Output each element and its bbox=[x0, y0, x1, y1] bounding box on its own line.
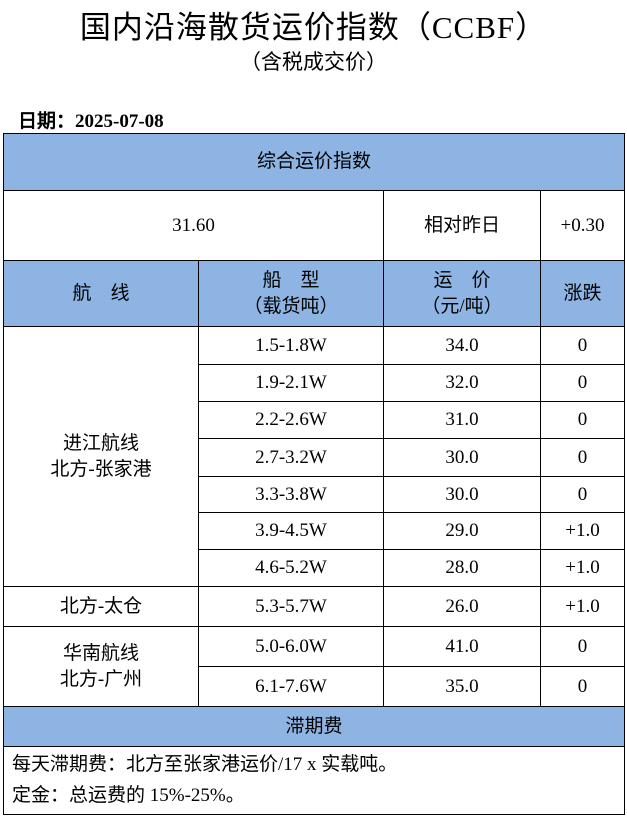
column-header: 船 型 （载货吨） bbox=[198, 260, 384, 327]
rate: 29.0 bbox=[383, 512, 541, 550]
rate: 28.0 bbox=[383, 549, 541, 587]
ship-size: 6.1-7.6W bbox=[198, 666, 384, 707]
cell-line: 运 价 bbox=[433, 269, 491, 291]
data-row: 2.7-3.2W 30.0 0 bbox=[4, 438, 626, 477]
route-cell: 北方-太仓 bbox=[3, 586, 199, 627]
route-cell: 进江航线北方-张家港 bbox=[3, 326, 199, 587]
index-change: +0.30 bbox=[539, 190, 626, 261]
rate-table: 综合运价指数 31.60 相对昨日 +0.30 航 线 船 型 （载货吨） 运 价 （元… bbox=[2, 133, 626, 815]
column-header-row: 航 线 船 型 （载货吨） 运 价 （元/吨） 涨跌 bbox=[3, 260, 626, 327]
cell-line: 每天滞期费：北方至张家港运价/17 x 实载吨。 bbox=[12, 754, 398, 776]
data-row: 1.9-2.1W 32.0 0 bbox=[4, 364, 626, 402]
ship-size: 3.3-3.8W bbox=[198, 476, 384, 513]
rate: 30.0 bbox=[383, 438, 541, 477]
change: 0 bbox=[539, 476, 626, 513]
compare-label: 相对昨日 bbox=[383, 190, 541, 261]
cell-line: 航 线 bbox=[72, 282, 130, 304]
rate: 34.0 bbox=[383, 326, 541, 365]
date: 日期：2025-07-08 bbox=[18, 111, 164, 132]
data-row: 3.9-4.5W 29.0 +1.0 bbox=[4, 512, 626, 550]
change: 0 bbox=[539, 626, 626, 667]
ship-size: 1.9-2.1W bbox=[198, 364, 384, 402]
cell-line: （元/吨） bbox=[421, 295, 503, 317]
data-row: 6.1-7.6W 35.0 0 bbox=[4, 666, 626, 707]
change: +1.0 bbox=[539, 512, 626, 550]
change: 0 bbox=[539, 326, 626, 365]
rate: 30.0 bbox=[383, 476, 541, 513]
notes-row: 每天滞期费：北方至张家港运价/17 x 实载吨。 定金：总运费的 15%-25%。 bbox=[2, 746, 626, 815]
table-body: 综合运价指数 31.60 相对昨日 +0.30 航 线 船 型 （载货吨） 运 价 （元… bbox=[2, 133, 626, 815]
data-row: 进江航线 北方-张家港 1.5-1.8W 34.0 0 bbox=[3, 326, 626, 587]
ship-size: 2.7-3.2W bbox=[198, 438, 384, 477]
data-row: 北方-太仓 5.3-5.7W 26.0 +1.0 bbox=[3, 586, 626, 627]
column-header: 涨跌 bbox=[539, 260, 626, 327]
cell-line: 船 型 bbox=[262, 269, 320, 291]
ship-size: 3.9-4.5W bbox=[198, 512, 384, 550]
cell-line: 涨跌 bbox=[563, 282, 602, 304]
cell-line: 北方-张家港 bbox=[50, 458, 152, 480]
data-row: 华南航线 北方-广州 5.0-6.0W 41.0 0 bbox=[3, 626, 626, 707]
change: +1.0 bbox=[539, 586, 626, 627]
rate: 35.0 bbox=[383, 666, 541, 707]
column-header: 航 线 bbox=[3, 260, 199, 327]
notes: 每天滞期费：北方至张家港运价/17 x 实载吨。 定金：总运费的 15%-25%。 bbox=[2, 746, 626, 815]
column-header: 运 价 （元/吨） bbox=[383, 260, 541, 327]
change: 0 bbox=[539, 666, 626, 707]
section-header: 综合运价指数 bbox=[2, 133, 626, 191]
ship-size: 2.2-2.6W bbox=[198, 401, 384, 439]
subtitle: （含税成交价） bbox=[240, 50, 387, 74]
cell-line: 华南航线 bbox=[62, 642, 139, 664]
index-value: 31.60 bbox=[3, 190, 384, 261]
rate: 41.0 bbox=[383, 626, 541, 667]
change: +1.0 bbox=[539, 549, 626, 587]
data-row: 3.3-3.8W 30.0 0 bbox=[4, 476, 626, 513]
cell-line: 进江航线 bbox=[62, 432, 139, 454]
index-row: 31.60 相对昨日 +0.30 bbox=[3, 190, 626, 261]
change: 0 bbox=[539, 364, 626, 402]
rate: 31.0 bbox=[383, 401, 541, 439]
change: 0 bbox=[539, 438, 626, 477]
change: 0 bbox=[539, 401, 626, 439]
ship-size: 4.6-5.2W bbox=[198, 549, 384, 587]
fee-header: 滞期费 bbox=[2, 706, 626, 747]
title: 国内沿海散货运价指数（CCBF） bbox=[79, 10, 548, 45]
fee-row: 滞期费 bbox=[2, 706, 626, 747]
rate: 32.0 bbox=[383, 364, 541, 402]
data-row: 4.6-5.2W 28.0 +1.0 bbox=[4, 549, 626, 587]
route-cell: 华南航线北方-广州 bbox=[3, 626, 199, 707]
cell-line: （载货吨） bbox=[243, 295, 339, 317]
section-row: 综合运价指数 bbox=[2, 133, 626, 191]
ship-size: 5.0-6.0W bbox=[198, 626, 384, 667]
cell-line: 定金：总运费的 15%-25%。 bbox=[12, 784, 245, 806]
ship-size: 5.3-5.7W bbox=[198, 586, 384, 627]
ship-size: 1.5-1.8W bbox=[198, 326, 384, 365]
cell-line: 北方-太仓 bbox=[59, 595, 143, 617]
rate: 26.0 bbox=[383, 586, 541, 627]
cell-line: 北方-广州 bbox=[59, 668, 143, 690]
